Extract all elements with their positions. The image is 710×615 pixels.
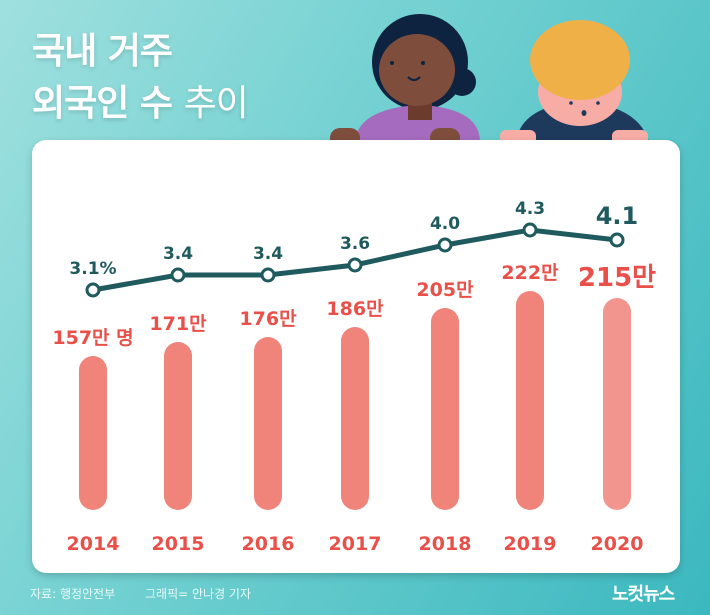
bar-label-2017: 186만 — [326, 298, 384, 320]
rate-label-2019: 4.3 — [515, 199, 545, 219]
bar-label-2015: 171만 — [149, 313, 207, 335]
bar-2020 — [603, 298, 631, 510]
bar-label-2014: 157만 명 — [52, 327, 133, 349]
year-label-2014: 2014 — [67, 533, 120, 555]
rate-label-2016: 3.4 — [253, 244, 283, 264]
rate-point-2018 — [437, 237, 453, 253]
bar-2019 — [516, 291, 544, 510]
woman-illustration — [330, 14, 480, 145]
bar-label-2020: 215만 — [578, 263, 656, 293]
graphic-credit: 그래픽= 안나경 기자 — [145, 587, 252, 601]
rate-point-2014 — [85, 282, 101, 298]
bar-label-2019: 222만 — [501, 262, 559, 284]
rate-point-2016 — [260, 267, 276, 283]
rate-label-2018: 4.0 — [430, 214, 460, 234]
source-text: 자료: 행정안전부 — [30, 587, 116, 601]
rate-label-2014: 3.1% — [69, 259, 116, 279]
rate-point-2015 — [170, 267, 186, 283]
year-label-2018: 2018 — [419, 533, 472, 555]
rate-point-2019 — [522, 222, 538, 238]
rate-point-2017 — [347, 257, 363, 273]
bar-label-2018: 205만 — [416, 279, 474, 301]
year-label-2019: 2019 — [504, 533, 557, 555]
bar-label-2016: 176만 — [239, 308, 297, 330]
title-bold: 외국인 수 — [32, 83, 173, 124]
title-thin: 추이 — [183, 83, 249, 124]
rate-label-2020: 4.1 — [596, 202, 639, 230]
title-line-1: 국내 거주 — [32, 31, 173, 72]
bar-2015 — [164, 342, 192, 510]
bar-2017 — [341, 327, 369, 510]
rate-label-2017: 3.6 — [340, 234, 370, 254]
bar-2014 — [79, 356, 107, 510]
rate-label-2015: 3.4 — [163, 244, 193, 264]
nocutnews-logo: 노컷뉴스 — [612, 584, 675, 605]
title-line-2: 외국인 수 추이 — [32, 74, 249, 126]
bar-2016 — [254, 337, 282, 510]
year-label-2016: 2016 — [242, 533, 295, 555]
characters-illustration — [330, 14, 650, 145]
rate-point-2020 — [609, 232, 625, 248]
year-label-2020: 2020 — [591, 533, 644, 555]
year-label-2015: 2015 — [152, 533, 205, 555]
bar-2018 — [431, 308, 459, 510]
year-label-2017: 2017 — [329, 533, 382, 555]
